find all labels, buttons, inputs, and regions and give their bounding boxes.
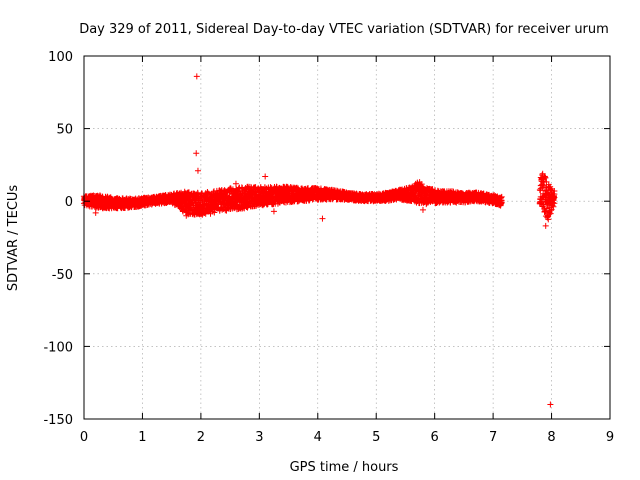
data-point [92,209,99,216]
data-point [270,208,277,215]
data-point [545,216,552,223]
y-tick-label: 50 [56,123,73,138]
y-tick-label: 0 [65,195,73,210]
x-axis: 0 1 2 3 4 5 6 7 8 9 [80,56,614,445]
y-axis: -150 -100 -50 0 50 100 [43,50,610,428]
data-point [183,212,190,219]
x-tick-label: 1 [138,430,146,445]
y-tick-label: -100 [43,340,73,355]
data-points [80,73,558,408]
y-tick-label: -150 [43,413,73,428]
data-point [194,167,201,174]
x-tick-label: 0 [80,430,88,445]
data-point [193,150,200,157]
data-point [419,206,426,213]
x-tick-label: 6 [431,430,439,445]
data-point [193,73,200,80]
data-point [551,194,558,201]
x-tick-label: 9 [606,430,614,445]
data-point [542,187,549,194]
x-axis-label: GPS time / hours [290,460,399,475]
x-tick-label: 5 [372,430,380,445]
data-point [432,187,439,194]
x-tick-label: 3 [255,430,263,445]
data-point [547,401,554,408]
data-point [542,222,549,229]
x-tick-label: 8 [547,430,555,445]
y-tick-label: -50 [52,268,73,283]
y-axis-label: SDTVAR / TECUs [6,185,21,292]
y-tick-label: 100 [48,50,73,65]
data-point [551,200,558,207]
data-point [498,193,505,200]
data-point [550,203,557,210]
data-point [232,180,239,187]
data-point [319,215,326,222]
grid-lines [84,56,610,419]
data-point [542,174,549,181]
x-tick-label: 7 [489,430,497,445]
x-tick-label: 2 [197,430,205,445]
data-point [543,205,550,212]
plot-frame [83,55,611,420]
chart-title: Day 329 of 2011, Sidereal Day-to-day VTE… [79,22,609,37]
x-tick-label: 4 [314,430,322,445]
data-point [262,173,269,180]
